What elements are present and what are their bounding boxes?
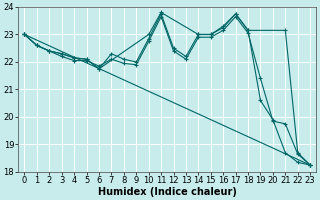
X-axis label: Humidex (Indice chaleur): Humidex (Indice chaleur) xyxy=(98,187,237,197)
